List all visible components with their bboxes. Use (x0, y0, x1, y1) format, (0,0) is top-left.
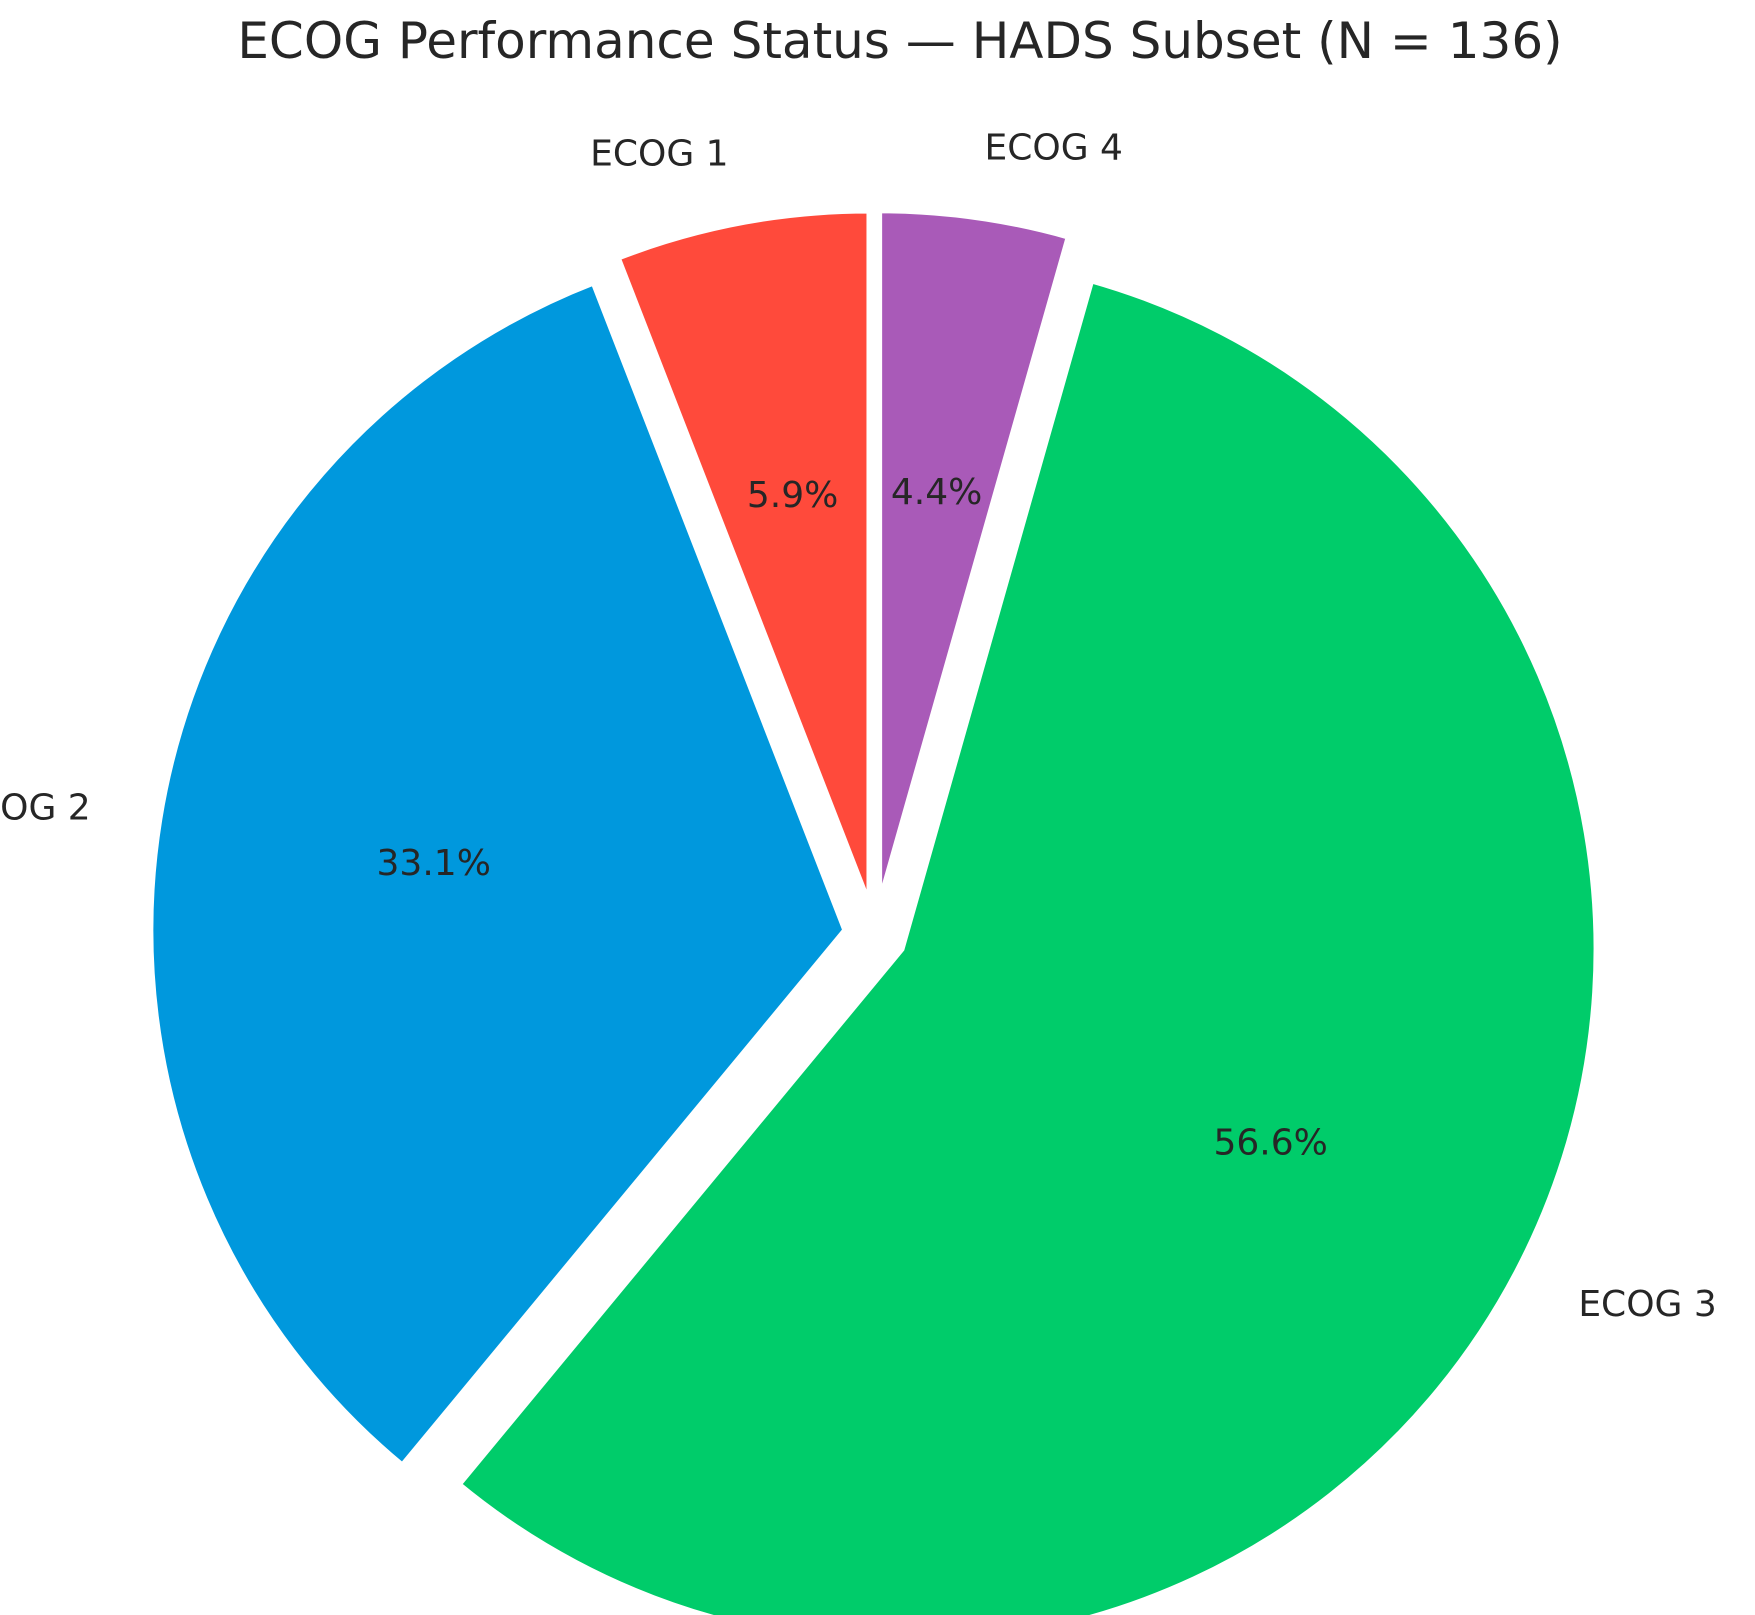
pct-label-ecog-1: 5.9% (747, 475, 838, 516)
pie-slices (147, 207, 1600, 1615)
pie-slice-ecog-2 (147, 278, 849, 1470)
category-label-ecog-1: ECOG 1 (590, 134, 728, 175)
category-label-ecog-3: ECOG 3 (1578, 1284, 1716, 1325)
pct-label-ecog-3: 56.6% (1214, 1122, 1328, 1163)
category-label-ecog-2: ECOG 2 (0, 788, 91, 829)
pct-label-ecog-4: 4.4% (891, 472, 982, 513)
category-label-ecog-4: ECOG 4 (984, 128, 1122, 169)
pie-slice-ecog-3 (454, 276, 1600, 1615)
chart-title: ECOG Performance Status — HADS Subset (N… (237, 12, 1562, 70)
percentage-labels: 5.9% 33.1% 56.6% 4.4% (377, 472, 1328, 1164)
category-labels: ECOG 1 ECOG 2 ECOG 3 ECOG 4 (0, 128, 1717, 1325)
pie-slice-ecog-1 (613, 207, 873, 907)
pct-label-ecog-2: 33.1% (377, 843, 491, 884)
pie-slice-ecog-4 (876, 207, 1073, 907)
